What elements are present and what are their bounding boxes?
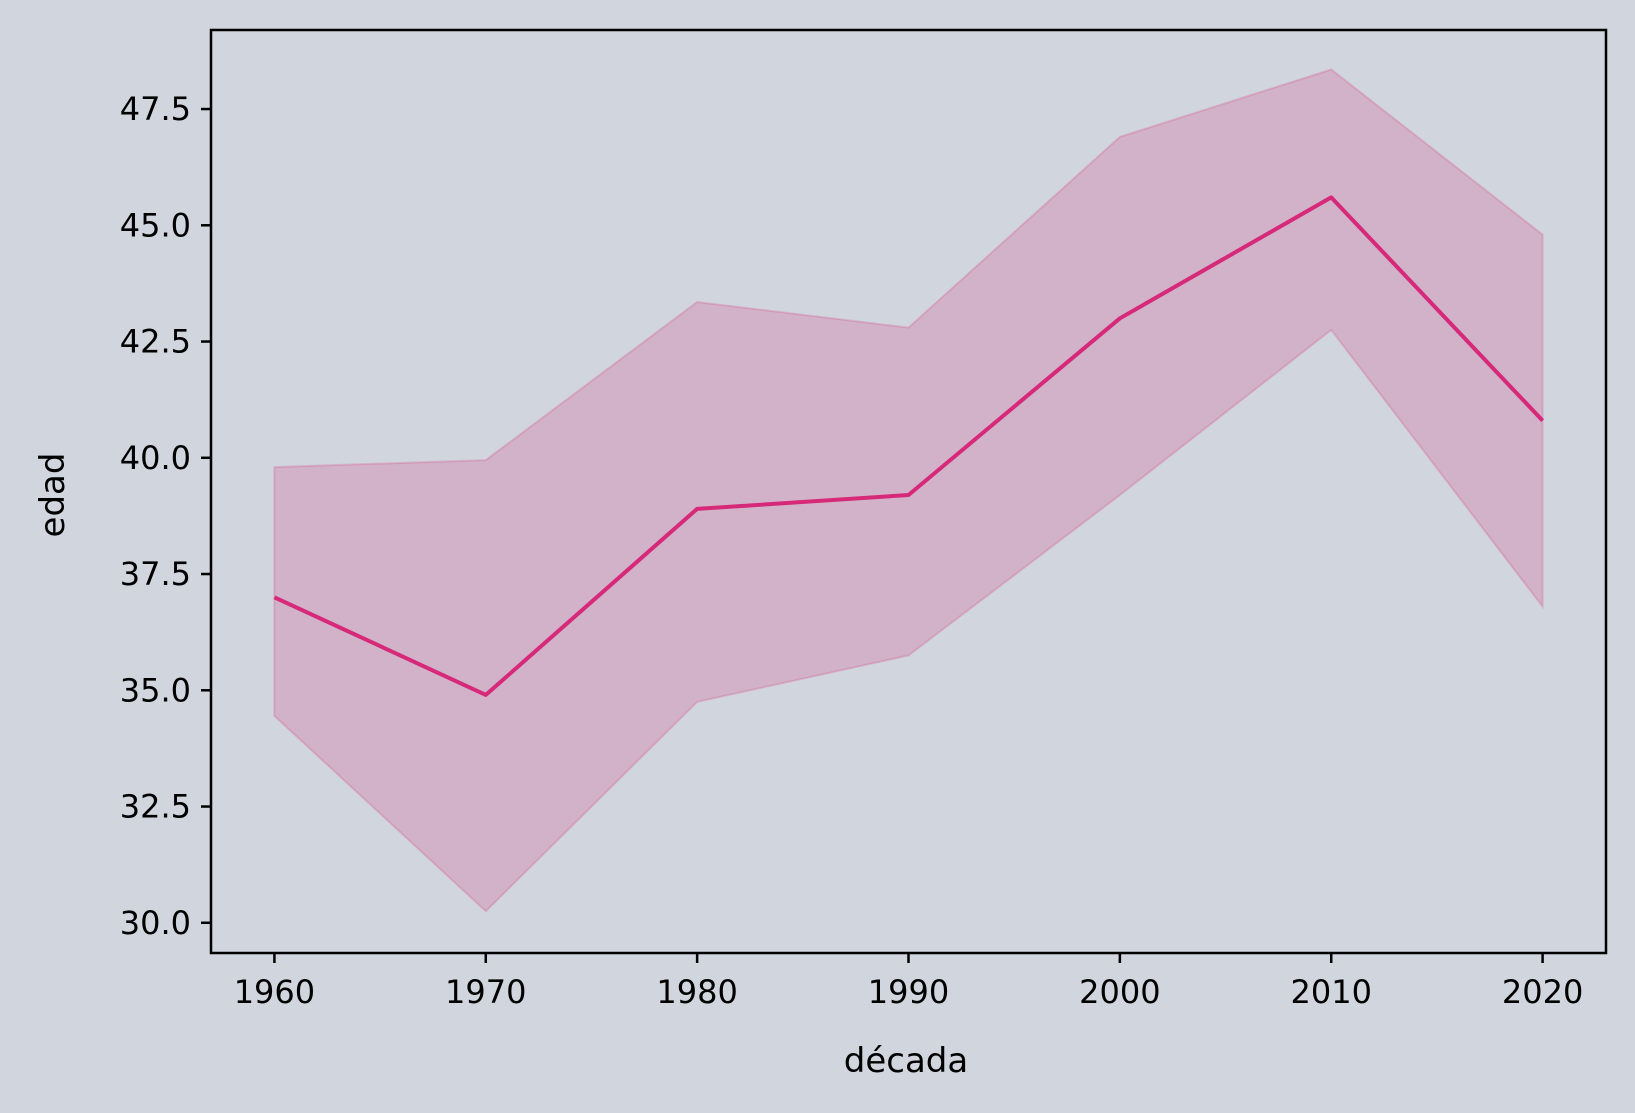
y-tick-label: 35.0 [120, 671, 191, 709]
y-axis-ticks: 30.0 32.5 35.0 37.5 40.0 42.5 45.0 47.5 [120, 90, 211, 942]
y-axis-label: edad [33, 453, 73, 538]
y-tick-label: 40.0 [120, 439, 191, 477]
x-tick-label: 1970 [445, 973, 526, 1011]
x-tick-label: 2020 [1502, 973, 1583, 1011]
y-tick-label: 47.5 [120, 90, 191, 128]
x-tick-label: 2010 [1291, 973, 1372, 1011]
y-tick-label: 45.0 [120, 206, 191, 244]
x-tick-label: 1990 [868, 973, 949, 1011]
y-tick-label: 42.5 [120, 323, 191, 361]
x-axis-ticks: 1960 1970 1980 1990 2000 2010 2020 [234, 953, 1583, 1011]
x-axis-label: década [844, 1041, 968, 1081]
series-line [273, 195, 1545, 697]
y-tick-label: 37.5 [120, 555, 191, 593]
y-tick-label: 30.0 [120, 904, 191, 942]
y-tick-label: 32.5 [120, 788, 191, 826]
x-tick-label: 1960 [234, 973, 315, 1011]
x-tick-label: 2000 [1079, 973, 1160, 1011]
plot-area [209, 28, 1608, 955]
confidence-band [273, 68, 1544, 913]
x-tick-label: 1980 [656, 973, 737, 1011]
